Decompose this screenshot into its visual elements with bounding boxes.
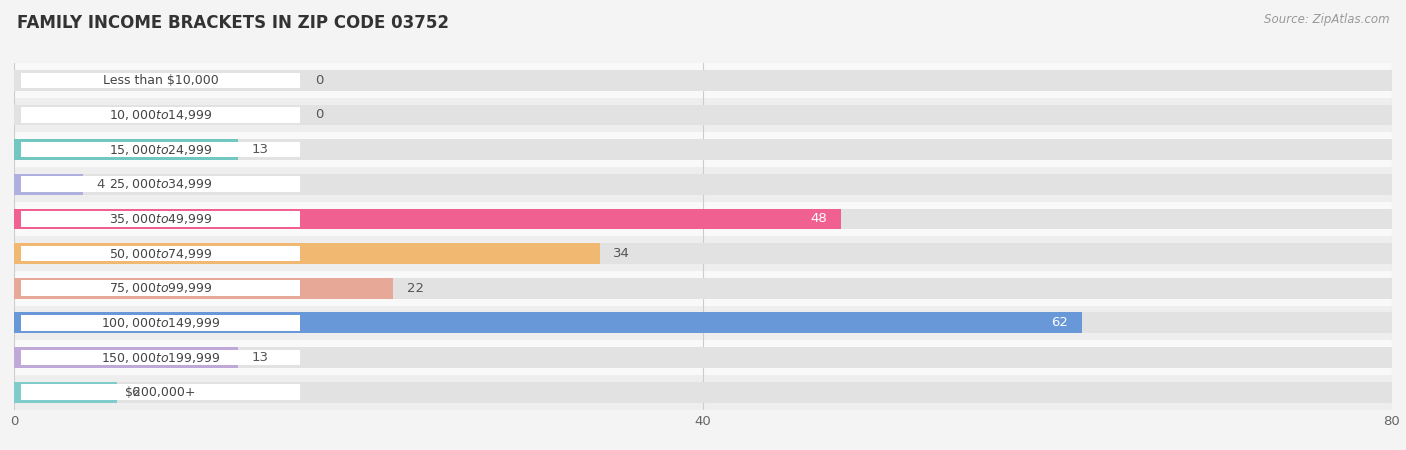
Bar	[14, 340, 1392, 375]
Bar	[14, 382, 1392, 403]
Text: 34: 34	[613, 247, 630, 260]
Text: 6: 6	[131, 386, 139, 399]
Bar	[14, 243, 1392, 264]
Text: $50,000 to $74,999: $50,000 to $74,999	[108, 247, 212, 261]
Bar	[21, 107, 299, 123]
Text: 4: 4	[97, 178, 105, 191]
Bar	[14, 347, 238, 368]
Text: $75,000 to $99,999: $75,000 to $99,999	[108, 281, 212, 295]
Text: Source: ZipAtlas.com: Source: ZipAtlas.com	[1264, 14, 1389, 27]
Bar	[21, 142, 299, 158]
Text: 13: 13	[252, 143, 269, 156]
Bar	[21, 246, 299, 261]
Bar	[21, 280, 299, 296]
Text: $150,000 to $199,999: $150,000 to $199,999	[101, 351, 221, 364]
Bar	[14, 139, 238, 160]
Bar	[14, 167, 1392, 202]
Bar	[21, 350, 299, 365]
Text: $35,000 to $49,999: $35,000 to $49,999	[108, 212, 212, 226]
Bar	[14, 208, 1392, 230]
Text: $25,000 to $34,999: $25,000 to $34,999	[108, 177, 212, 191]
Text: 22: 22	[406, 282, 423, 295]
Bar	[14, 278, 1392, 299]
Text: $200,000+: $200,000+	[125, 386, 195, 399]
Bar	[14, 375, 1392, 410]
Bar	[14, 202, 1392, 236]
Bar	[14, 271, 1392, 306]
Bar	[14, 63, 1392, 98]
Text: $10,000 to $14,999: $10,000 to $14,999	[108, 108, 212, 122]
Bar	[21, 72, 299, 88]
Bar	[21, 176, 299, 192]
Bar	[21, 315, 299, 331]
Bar	[14, 70, 1392, 91]
Text: 13: 13	[252, 351, 269, 364]
Text: 0: 0	[315, 74, 323, 87]
Bar	[14, 208, 841, 230]
Bar	[21, 211, 299, 227]
Bar	[14, 139, 1392, 160]
Bar	[14, 347, 1392, 368]
Bar	[14, 312, 1083, 333]
Bar	[14, 132, 1392, 167]
Bar	[14, 243, 599, 264]
Text: $15,000 to $24,999: $15,000 to $24,999	[108, 143, 212, 157]
Bar	[14, 312, 1392, 333]
Bar	[14, 236, 1392, 271]
Bar	[14, 278, 394, 299]
Bar	[21, 384, 299, 400]
Bar	[14, 174, 1392, 195]
Bar	[14, 104, 1392, 126]
Text: $100,000 to $149,999: $100,000 to $149,999	[101, 316, 221, 330]
Bar	[14, 306, 1392, 340]
Text: 48: 48	[810, 212, 827, 225]
Text: Less than $10,000: Less than $10,000	[103, 74, 218, 87]
Text: 0: 0	[315, 108, 323, 122]
Text: FAMILY INCOME BRACKETS IN ZIP CODE 03752: FAMILY INCOME BRACKETS IN ZIP CODE 03752	[17, 14, 449, 32]
Bar	[14, 98, 1392, 132]
Bar	[14, 174, 83, 195]
Bar	[14, 382, 118, 403]
Text: 62: 62	[1052, 316, 1069, 329]
